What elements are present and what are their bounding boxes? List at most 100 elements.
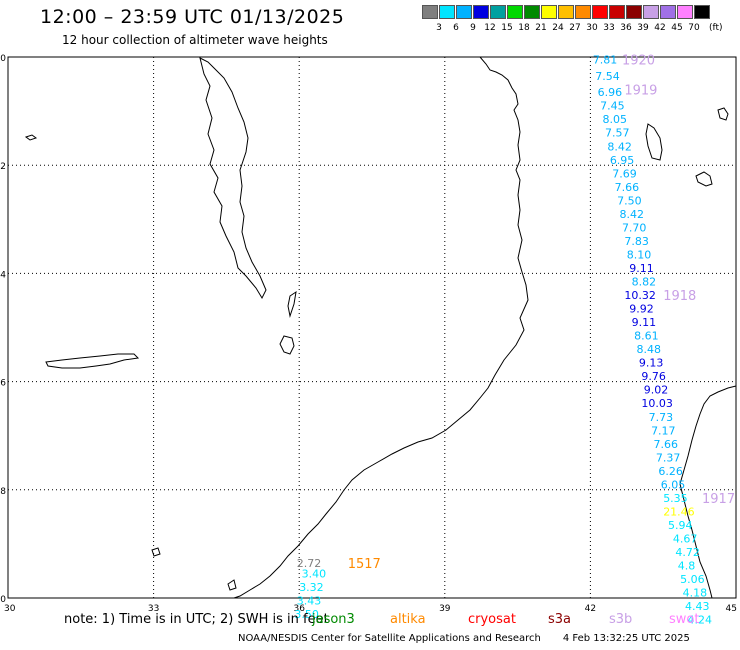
- coastlines: [24, 56, 737, 599]
- pass-time-label: 1919: [624, 83, 657, 98]
- wave-height-value: 21.46: [663, 505, 695, 518]
- longitude-labels: 30 33 36 39 42 45: [4, 604, 737, 614]
- wave-height-value: 5.06: [680, 573, 705, 586]
- colorbar-swatch: [456, 5, 472, 19]
- colorbar-unit: (ft): [709, 23, 723, 33]
- map-frame: [7, 56, 737, 599]
- colorbar-swatch: [609, 5, 625, 19]
- mozambique-coastline: [233, 56, 529, 599]
- wave-height-value: 7.37: [656, 451, 681, 464]
- colorbar-label: 42: [654, 23, 666, 33]
- colorbar-label: 12: [484, 23, 496, 33]
- lake-kariba: [45, 353, 140, 369]
- wave-height-value: 3.50: [294, 608, 319, 621]
- longitude-label: 33: [148, 604, 159, 614]
- wave-height-value: 7.17: [651, 424, 676, 437]
- colorbar-label: 36: [620, 23, 632, 33]
- wave-height-value: 4.18: [683, 587, 708, 600]
- wave-height-value: 7.83: [624, 235, 649, 248]
- legend-item-s3a: s3a: [548, 612, 572, 627]
- colorbar-swatch: [592, 5, 608, 19]
- wave-height-value: 8.48: [637, 343, 662, 356]
- colorbar-label: 21: [535, 23, 547, 33]
- legend-item-jason3: jason3: [312, 612, 355, 627]
- map-title: 12:00 – 23:59 UTC 01/13/2025: [40, 6, 345, 28]
- colorbar-label: 39: [637, 23, 649, 33]
- latitude-labels: -10 -12 -14 -16 -18 -20: [0, 54, 6, 605]
- legend-item-altika: altika: [390, 612, 426, 627]
- longitude-label: 36: [293, 604, 305, 614]
- comoros-island: [645, 123, 663, 161]
- legend-item-s3b: s3b: [609, 612, 633, 627]
- wave-height-value: 10.32: [624, 289, 656, 302]
- legend-item-cryosat: cryosat: [468, 612, 516, 627]
- longitude-label: 42: [585, 604, 596, 614]
- pass-labels: 1920 1919 1918 1917 1517: [348, 54, 735, 572]
- footer-timestamp: 4 Feb 13:32:25 UTC 2025: [562, 633, 690, 644]
- footer-agency: NOAA/NESDIS Center for Satellite Applica…: [238, 633, 541, 644]
- colorbar-swatch: [694, 5, 710, 19]
- colorbar-swatch: [643, 5, 659, 19]
- wave-height-value: 7.73: [649, 411, 674, 424]
- lat-lon-grid: [8, 57, 736, 598]
- wave-height-value: 7.66: [653, 438, 678, 451]
- wave-height-value: 6.05: [661, 478, 686, 491]
- colorbar-swatch: [677, 5, 693, 19]
- colorbar-swatch: [439, 5, 455, 19]
- pass-time-label: 1918: [663, 289, 696, 304]
- wave-height-value: 8.10: [627, 248, 652, 261]
- pass-time-label: 1917: [702, 492, 735, 507]
- colorbar-swatch: [626, 5, 642, 19]
- wave-height-value: 10.03: [641, 397, 673, 410]
- map-subtitle: 12 hour collection of altimeter wave hei…: [62, 33, 328, 47]
- lake-malawi: [199, 57, 267, 300]
- wave-height-value: 4.43: [685, 600, 710, 613]
- wave-height-value: 6.96: [598, 86, 623, 99]
- latitude-label: -10: [0, 54, 6, 64]
- wave-height-value: 8.05: [603, 113, 628, 126]
- wave-height-value: 5.94: [668, 519, 693, 532]
- wave-height-value: 9.76: [641, 370, 666, 383]
- pass-time-label: 1517: [348, 557, 381, 572]
- latitude-label: -12: [0, 162, 6, 172]
- colorbar-swatch: [473, 5, 489, 19]
- wave-height-value: 7.54: [595, 70, 620, 83]
- wave-height-value: 8.42: [620, 208, 645, 221]
- small-lake-south: [151, 547, 161, 557]
- longitude-label: 30: [4, 604, 16, 614]
- colorbar-swatch: [575, 5, 591, 19]
- wave-height-value: 9.92: [629, 303, 654, 316]
- small-lake-west: [24, 134, 38, 141]
- wave-height-value: 8.82: [632, 276, 657, 289]
- wave-height-value: 9.11: [632, 316, 657, 329]
- colorbar-swatch: [558, 5, 574, 19]
- colorbar-label: 3: [436, 23, 442, 33]
- colorbar-label: 45: [671, 23, 683, 33]
- small-lake-southwest: [227, 579, 237, 591]
- colorbar-label: 30: [586, 23, 598, 33]
- madagascar-coastline: [679, 385, 737, 599]
- latitude-label: -14: [0, 270, 6, 280]
- wave-height-value: 7.69: [612, 167, 637, 180]
- colorbar-label: 15: [501, 23, 513, 33]
- colorbar-label: 9: [470, 23, 476, 33]
- altimeter-tracks: 7.817.546.967.458.057.578.426.957.697.66…: [294, 54, 712, 627]
- wave-height-value: 4.24: [687, 614, 712, 627]
- wave-height-value: 8.61: [634, 330, 659, 343]
- wave-height-value: 6.95: [610, 154, 635, 167]
- wave-height-value: 3.32: [299, 581, 324, 594]
- colorbar-swatch: [422, 5, 438, 19]
- wave-height-value: 6.26: [658, 465, 683, 478]
- wave-height-value: 7.70: [622, 221, 647, 234]
- wave-height-value: 9.02: [644, 384, 669, 397]
- comoros-island-east: [695, 171, 713, 187]
- wave-height-value: 8.42: [607, 140, 632, 153]
- footer-credit: NOAA/NESDIS Center for Satellite Applica…: [238, 633, 690, 644]
- wave-height-value: 9.13: [639, 357, 664, 370]
- wave-height-value: 3.40: [302, 568, 327, 581]
- wave-height-value: 7.81: [593, 54, 618, 67]
- wave-height-value: 7.50: [617, 194, 642, 207]
- lake-chilwa: [279, 335, 295, 355]
- colorbar-swatch: [660, 5, 676, 19]
